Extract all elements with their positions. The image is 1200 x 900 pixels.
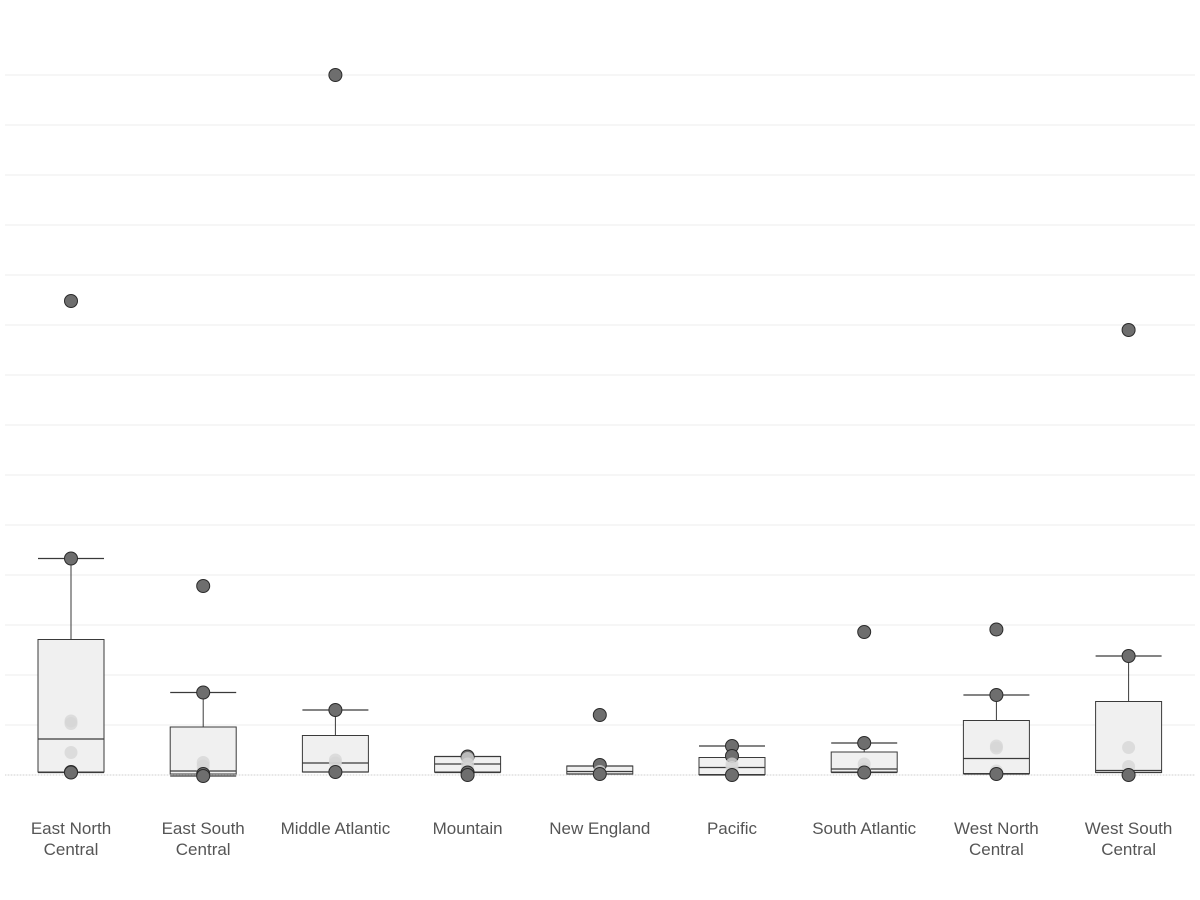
category-label-line: Middle Atlantic	[280, 819, 391, 838]
outlier-point	[328, 703, 343, 717]
outlier-point	[328, 765, 343, 779]
outlier-point	[196, 769, 211, 783]
category-label-line: Central	[1101, 840, 1156, 859]
data-point	[64, 746, 78, 759]
category-label-line: South Atlantic	[812, 819, 917, 838]
category-label-line: West North	[954, 819, 1039, 838]
outlier-point	[725, 768, 739, 782]
outlier-point	[857, 736, 872, 750]
category-label: West South Central	[1064, 818, 1194, 860]
outlier-point	[328, 68, 343, 82]
outlier-point	[857, 625, 872, 639]
category-label: Pacific	[667, 818, 797, 839]
category-label-line: Pacific	[706, 819, 758, 838]
outlier-point	[592, 767, 607, 781]
category-label: East South Central	[138, 818, 268, 860]
category-label: New England	[535, 818, 665, 839]
outlier-point	[989, 767, 1004, 781]
data-point	[64, 717, 78, 730]
category-label-line: West South	[1084, 819, 1173, 838]
data-point	[989, 741, 1003, 755]
outlier-point	[1121, 649, 1136, 663]
category-label: South Atlantic	[799, 818, 929, 839]
category-label-line: East North	[30, 819, 112, 838]
category-label-line: East South	[161, 819, 245, 838]
outlier-point	[196, 579, 211, 593]
data-point	[1122, 741, 1136, 754]
outlier-point	[64, 294, 78, 308]
outlier-point	[1121, 323, 1136, 337]
category-label-line: Mountain	[432, 819, 503, 838]
category-label: East North Central	[6, 818, 136, 860]
outlier-point	[989, 688, 1004, 702]
category-label-line: Central	[43, 840, 99, 859]
outlier-point	[196, 685, 211, 700]
outlier-point	[592, 708, 607, 722]
outlier-point	[989, 622, 1004, 637]
outlier-point	[460, 768, 475, 782]
category-label: West North Central	[931, 818, 1061, 860]
outlier-point	[64, 765, 78, 780]
category-label-line: Central	[968, 840, 1024, 859]
category-label: Middle Atlantic	[270, 818, 400, 839]
category-label: Mountain	[403, 818, 533, 839]
outlier-point	[1121, 768, 1136, 782]
category-label-line: Central	[175, 840, 231, 859]
category-label-line: New England	[549, 819, 651, 838]
outlier-point	[64, 551, 78, 566]
outlier-point	[857, 765, 872, 780]
